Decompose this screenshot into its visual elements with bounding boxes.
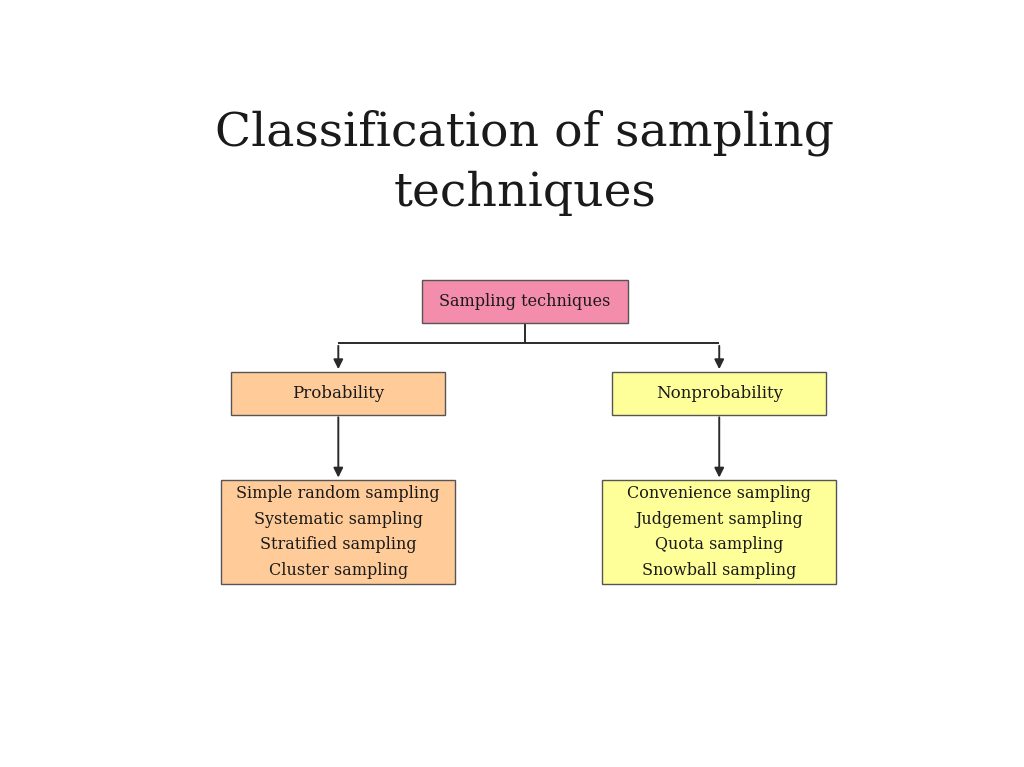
Text: Probability: Probability xyxy=(292,385,384,402)
Text: Classification of sampling
techniques: Classification of sampling techniques xyxy=(215,110,835,216)
Text: Convenience sampling
Judgement sampling
Quota sampling
Snowball sampling: Convenience sampling Judgement sampling … xyxy=(628,486,811,579)
FancyBboxPatch shape xyxy=(231,372,445,414)
FancyBboxPatch shape xyxy=(221,480,456,584)
FancyBboxPatch shape xyxy=(612,372,826,414)
Text: Simple random sampling
Systematic sampling
Stratified sampling
Cluster sampling: Simple random sampling Systematic sampli… xyxy=(237,486,440,579)
Text: Nonprobability: Nonprobability xyxy=(655,385,782,402)
FancyBboxPatch shape xyxy=(422,281,628,323)
Text: Sampling techniques: Sampling techniques xyxy=(439,293,610,310)
FancyBboxPatch shape xyxy=(602,480,837,584)
